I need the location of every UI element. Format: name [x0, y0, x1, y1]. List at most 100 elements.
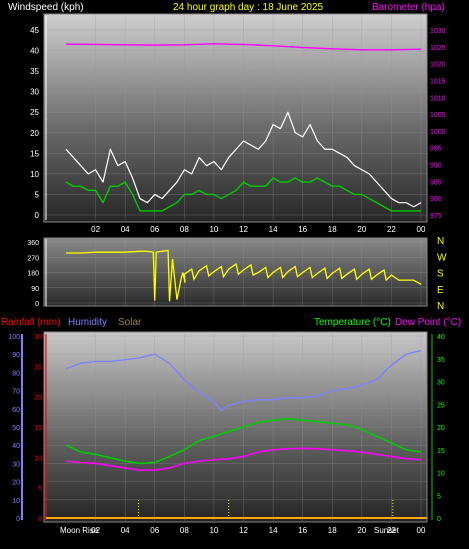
- barometer-y-tick-label: 1020: [430, 62, 446, 69]
- temperature-x-tick-label: 02: [91, 526, 100, 535]
- temperature-y-tick-label: 30: [437, 380, 445, 387]
- direction-y-tick-label: 0: [35, 301, 39, 308]
- wind-x-tick-label: 16: [298, 225, 307, 234]
- direction-y-tick-label: 90: [31, 286, 39, 293]
- humidity-y-tick-label: 40: [12, 443, 20, 450]
- wind-x-tick-label: 04: [121, 225, 130, 234]
- temperature-x-tick-label: 10: [209, 526, 218, 535]
- temperature-x-tick-label: 16: [298, 526, 307, 535]
- wind-x-tick-label: 06: [150, 225, 159, 234]
- direction-y-tick-label: 180: [27, 271, 39, 278]
- wind-x-tick-label: 12: [239, 225, 248, 234]
- wind-y-tick-label: 10: [30, 170, 39, 179]
- wind-x-tick-label: 02: [91, 225, 100, 234]
- humidity-y-tick-label: 10: [12, 498, 20, 505]
- temperature-y-tick-label: 20: [437, 425, 445, 432]
- temperature-y-tick-label: 0: [437, 516, 441, 523]
- wind-y-tick-label: 0: [35, 211, 40, 220]
- temperature-x-tick-label: 12: [239, 526, 248, 535]
- rainfall-axis-title: Rainfall (mm): [1, 317, 60, 328]
- wind-y-tick-label: 35: [30, 67, 39, 76]
- barometer-axis-title: Barometer (hpa): [372, 2, 445, 13]
- humidity-y-tick-label: 60: [12, 407, 20, 414]
- rain-y-tick-label: 0: [38, 516, 42, 523]
- barometer-y-tick-label: 1030: [430, 28, 446, 35]
- wind-x-tick-label: 22: [387, 225, 396, 234]
- wind-gust-line: [65, 111, 422, 208]
- direction-panel: [43, 237, 428, 307]
- barometer-y-tick-label: 990: [430, 163, 442, 170]
- wind-y-tick-label: 40: [30, 47, 39, 56]
- humidity-y-tick-label: 50: [12, 425, 20, 432]
- barometer-y-tick-label: 980: [430, 196, 442, 203]
- moonrise-marker: Moon Rise: [60, 526, 99, 535]
- wind-y-tick-label: 30: [30, 88, 39, 97]
- barometer-y-tick-label: 1000: [430, 129, 446, 136]
- rain-y-tick-label: 30: [34, 334, 42, 341]
- temperature-line: [65, 418, 422, 465]
- wind-y-tick-label: 20: [30, 129, 39, 138]
- humidity-line: [65, 349, 422, 412]
- barometer-line: [65, 43, 422, 51]
- temperature-x-tick-label: 08: [180, 526, 189, 535]
- chart-title: 24 hour graph day : 18 June 2025: [173, 2, 324, 13]
- direction-y-tick-label: 270: [27, 255, 39, 262]
- compass-tick-label: S: [437, 269, 444, 280]
- compass-tick-label: W: [437, 252, 447, 263]
- wind-y-tick-label: 5: [35, 190, 40, 199]
- temperature-x-tick-label: 22: [387, 526, 396, 535]
- temperature-y-tick-label: 10: [437, 471, 445, 478]
- rain-y-tick-label: 25: [34, 364, 42, 371]
- humidity-y-tick-label: 20: [12, 480, 20, 487]
- wind-x-tick-label: 00: [417, 225, 426, 234]
- solar-axis-title: Solar: [118, 317, 142, 328]
- humidity-y-tick-label: 70: [12, 389, 20, 396]
- temperature-x-tick-label: 18: [328, 526, 337, 535]
- temperature-y-tick-label: 5: [437, 493, 441, 500]
- dewpoint-axis-title: Dew Point (°C): [395, 317, 461, 328]
- wind-y-tick-label: 25: [30, 108, 39, 117]
- direction-y-tick-label: 360: [27, 240, 39, 247]
- barometer-y-tick-label: 995: [430, 146, 442, 153]
- dewpoint-line: [65, 447, 422, 472]
- barometer-y-tick-label: 1015: [430, 78, 446, 85]
- windspeed-axis-title: Windspeed (kph): [8, 2, 84, 13]
- wind-direction-line: [66, 249, 422, 302]
- humidity-y-tick-label: 90: [12, 352, 20, 359]
- wind-x-tick-label: 14: [269, 225, 278, 234]
- humidity-y-tick-label: 0: [16, 516, 20, 523]
- rain-y-tick-label: 20: [34, 395, 42, 402]
- temperature-axis-title: Temperature (°C): [314, 317, 391, 328]
- barometer-y-tick-label: 1010: [430, 95, 446, 102]
- barometer-y-tick-label: 1025: [430, 45, 446, 52]
- humidity-y-tick-label: 30: [12, 461, 20, 468]
- temperature-y-tick-label: 15: [437, 448, 445, 455]
- wind-x-tick-label: 08: [180, 225, 189, 234]
- temperature-y-tick-label: 25: [437, 402, 445, 409]
- rain-y-tick-label: 10: [34, 455, 42, 462]
- wind-x-tick-label: 10: [209, 225, 218, 234]
- wind-x-tick-label: 18: [328, 225, 337, 234]
- temperature-x-tick-label: 00: [417, 526, 426, 535]
- humidity-y-tick-label: 80: [12, 370, 20, 377]
- temperature-x-tick-label: 04: [121, 526, 130, 535]
- sunset-marker: Sunset: [374, 526, 400, 535]
- wind-panel: [43, 13, 428, 223]
- wind-x-tick-label: 20: [357, 225, 366, 234]
- temperature-x-tick-label: 20: [357, 526, 366, 535]
- compass-tick-label: E: [437, 285, 444, 296]
- temperature-x-tick-label: 06: [150, 526, 159, 535]
- temperature-y-tick-label: 35: [437, 357, 445, 364]
- humidity-y-tick-label: 100: [8, 334, 20, 341]
- windspeed-line: [65, 177, 421, 212]
- temperature-x-tick-label: 14: [269, 526, 278, 535]
- temperature-y-tick-label: 40: [437, 334, 445, 341]
- barometer-y-tick-label: 985: [430, 179, 442, 186]
- wind-y-tick-label: 15: [30, 149, 39, 158]
- barometer-y-tick-label: 1005: [430, 112, 446, 119]
- barometer-y-tick-label: 975: [430, 213, 442, 220]
- humidity-axis-title: Humidity: [68, 317, 107, 328]
- rain-y-tick-label: 15: [34, 425, 42, 432]
